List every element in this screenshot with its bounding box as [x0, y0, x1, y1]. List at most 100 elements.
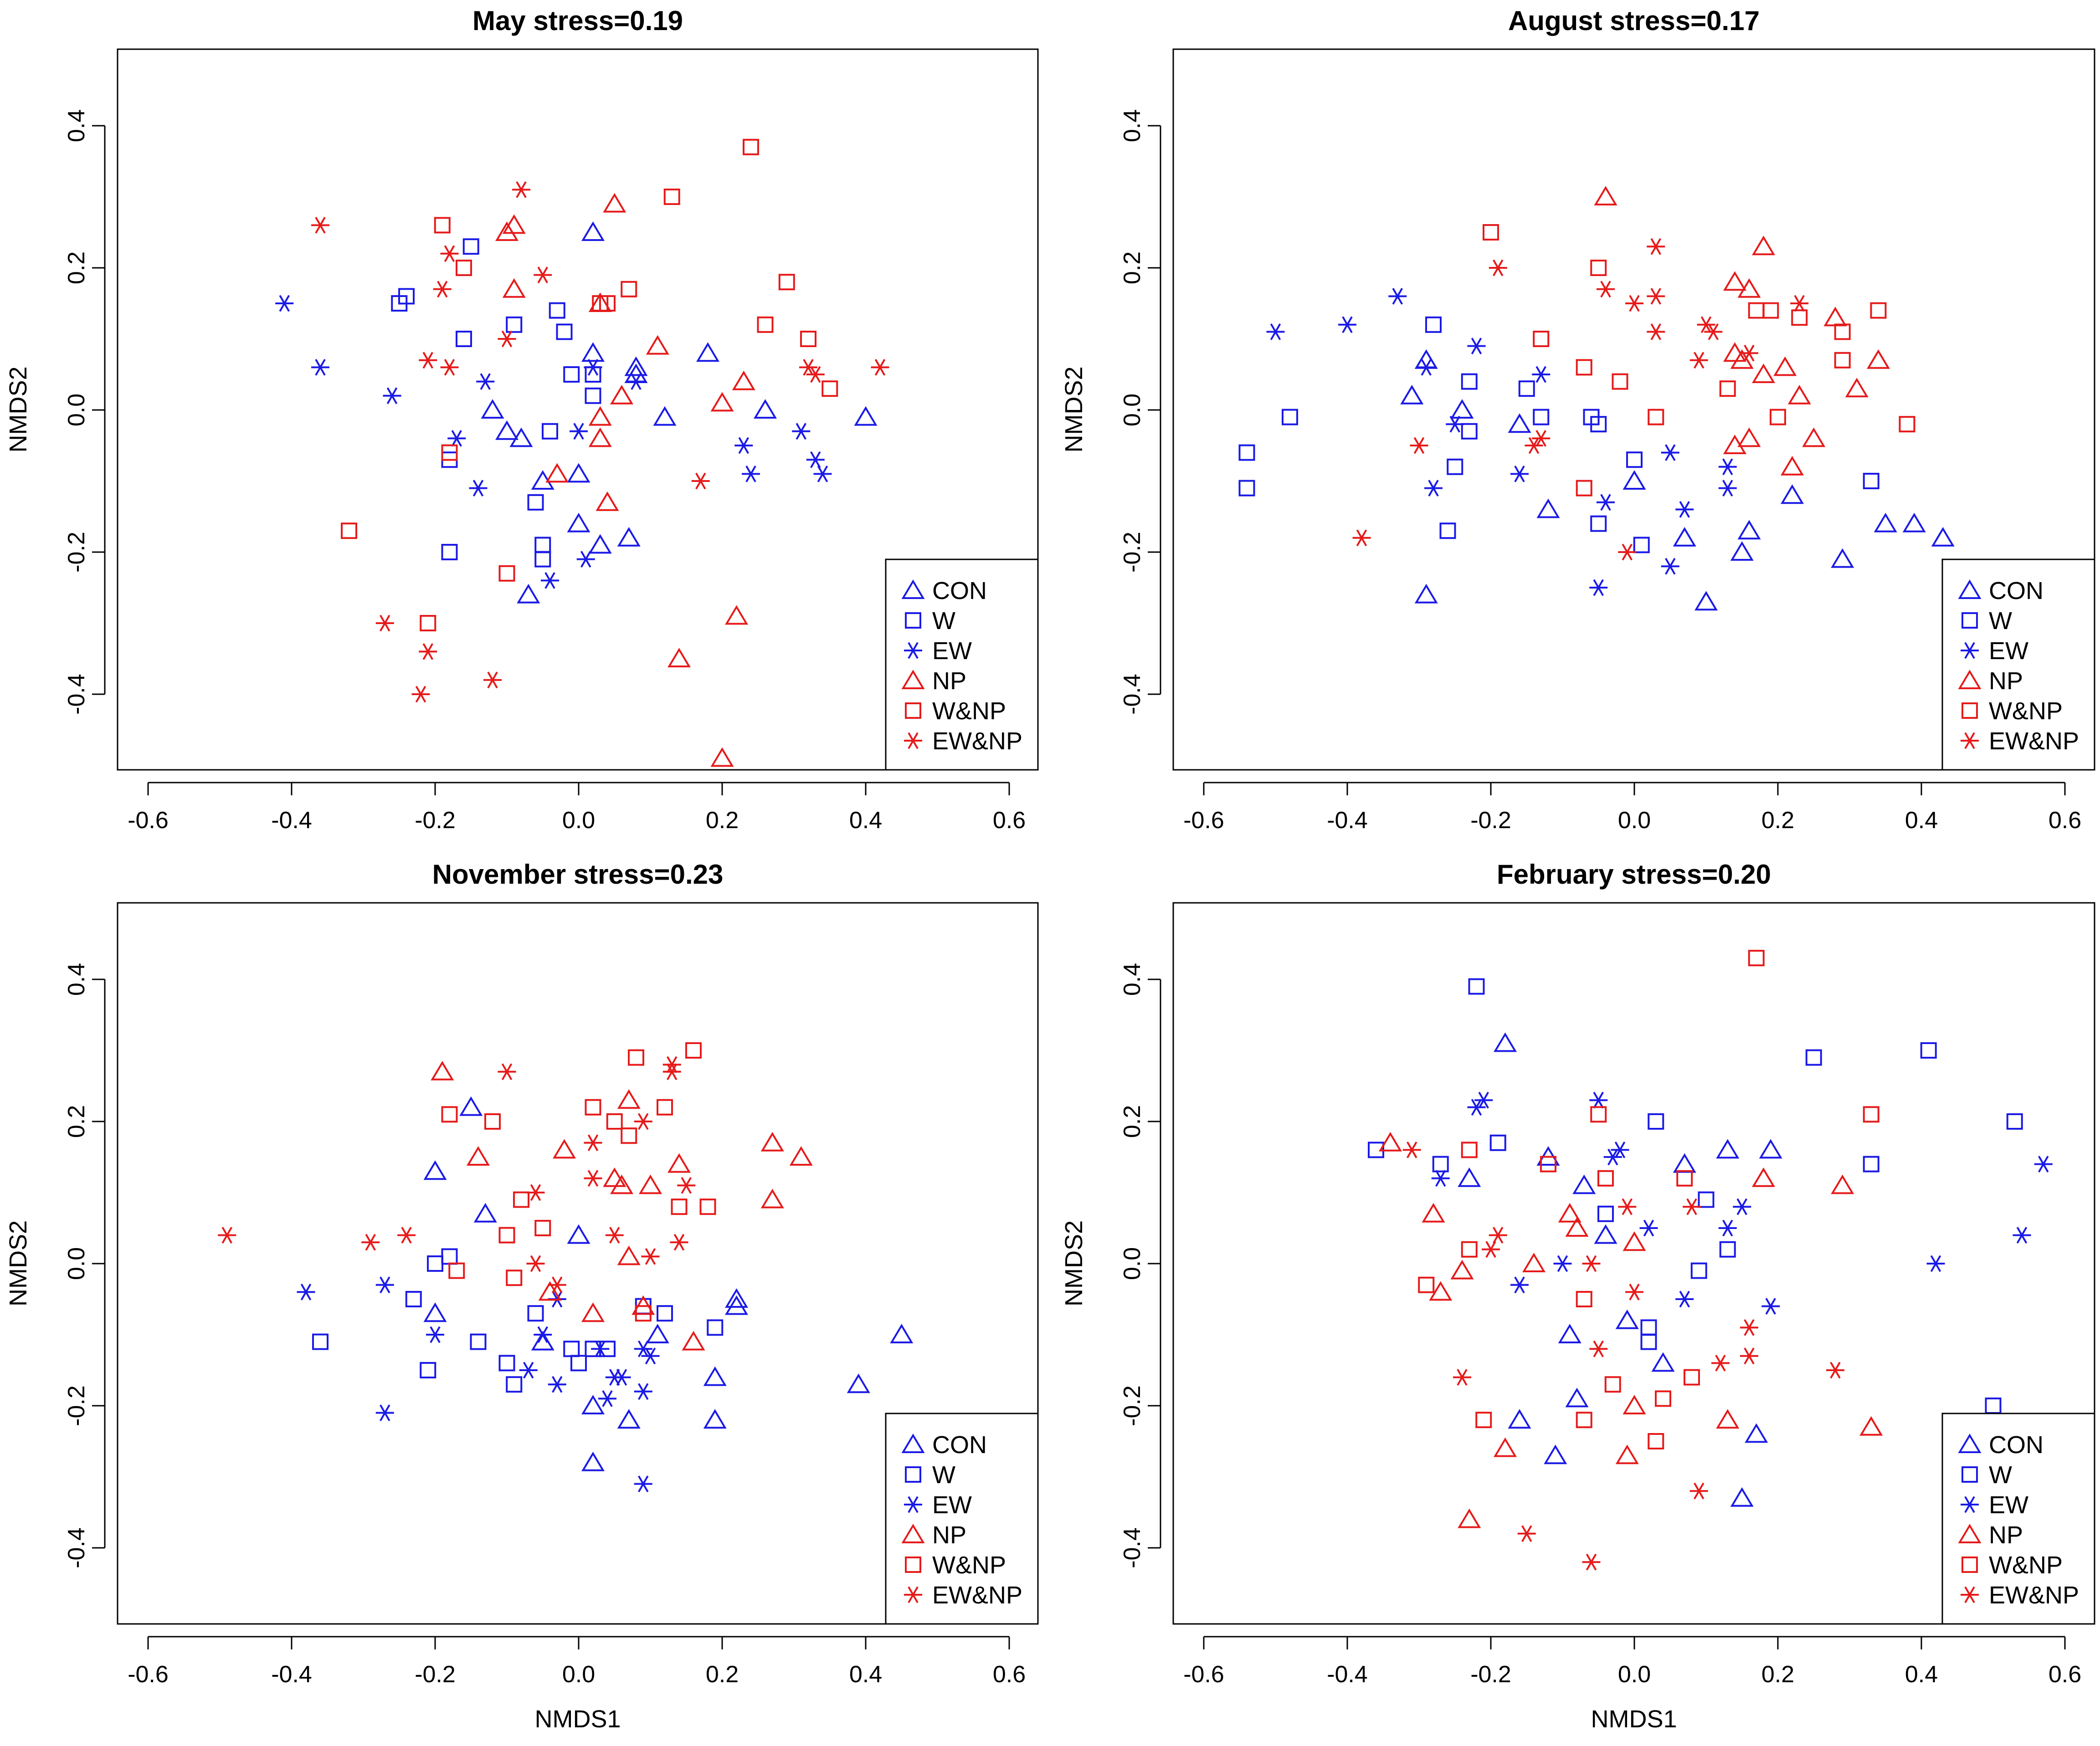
data-point	[1510, 466, 1529, 482]
series-ew-and-np	[311, 181, 889, 703]
data-point	[483, 671, 502, 689]
data-point	[1589, 1340, 1608, 1357]
data-point	[703, 1366, 727, 1386]
data-point	[498, 1063, 516, 1080]
legend-marker	[1961, 1557, 1978, 1573]
legend-entry: EW&NP	[1961, 1582, 2079, 1609]
data-point	[610, 1174, 634, 1194]
data-point	[427, 1255, 443, 1272]
data-point	[1467, 1099, 1486, 1116]
data-point	[1780, 484, 1804, 504]
data-point	[1639, 1219, 1658, 1237]
data-point	[1730, 1487, 1754, 1507]
legend-entry: W&NP	[905, 697, 1006, 725]
panel-2: August stress=0.17 -0.6 -0.4 -0.2 0.0 0.2 0.4 0…	[1060, 5, 2095, 834]
data-point	[646, 335, 669, 355]
data-point	[1920, 1042, 1937, 1059]
legend-marker	[1958, 1524, 1982, 1543]
data-point	[724, 1295, 749, 1315]
data-point	[1704, 323, 1723, 340]
data-point	[1525, 437, 1543, 454]
legend-entry: EW&NP	[904, 1582, 1022, 1609]
data-point	[440, 359, 459, 376]
data-point	[617, 1409, 641, 1429]
data-point	[1594, 1224, 1617, 1244]
data-point	[1675, 501, 1694, 518]
data-point	[624, 356, 648, 376]
x-tick-label: 0.0	[562, 807, 595, 834]
data-point	[531, 1331, 555, 1351]
data-point	[1737, 278, 1761, 298]
data-point	[596, 491, 619, 511]
x-tick-label: -0.6	[128, 807, 169, 834]
data-point	[1622, 470, 1646, 490]
data-point	[1751, 364, 1776, 383]
data-point	[498, 1227, 515, 1244]
data-point	[588, 406, 612, 426]
data-point	[534, 266, 552, 283]
legend-marker	[901, 1524, 925, 1543]
legend-box	[885, 1413, 1039, 1625]
data-point	[1625, 295, 1643, 312]
y-tick-label: 0.2	[1119, 251, 1145, 284]
data-point	[1533, 409, 1550, 425]
data-point	[1565, 1217, 1589, 1237]
data-point	[1874, 512, 1897, 533]
data-point	[682, 1331, 705, 1351]
data-point	[847, 1373, 870, 1393]
data-point	[1719, 1241, 1736, 1258]
y-tick-label: 0.2	[1119, 1105, 1145, 1138]
data-point	[1831, 1174, 1854, 1194]
legend-entry: EW	[1961, 1491, 2028, 1519]
data-point	[375, 1404, 394, 1421]
data-point	[1791, 309, 1808, 326]
data-point	[1740, 344, 1758, 362]
data-point	[1414, 349, 1438, 369]
data-point	[1590, 1106, 1607, 1123]
data-point	[1582, 1255, 1601, 1272]
data-point	[1482, 1241, 1500, 1258]
data-point	[1576, 480, 1592, 497]
series-con	[1458, 1032, 1782, 1507]
x-tick-label: -0.4	[271, 1661, 312, 1688]
legend-box	[885, 558, 1039, 771]
data-point	[1458, 1167, 1481, 1187]
data-point	[441, 444, 458, 461]
y-tick-label: 0.0	[63, 1247, 90, 1280]
data-point	[1762, 302, 1779, 319]
y-tick-label: 0.0	[63, 394, 90, 426]
data-point	[634, 1113, 652, 1130]
data-point	[591, 1340, 610, 1357]
data-point	[1740, 1319, 1758, 1336]
legend-entry: W	[1961, 1461, 2012, 1489]
data-point	[627, 373, 645, 390]
y-axis-label: NMDS2	[5, 366, 32, 452]
panel-1: May stress=0.19 -0.6 -0.4 -0.2 0.0 0.2 0.4 0.6 -…	[5, 5, 1039, 834]
x-tick-label: 0.6	[2049, 1661, 2081, 1688]
data-point	[603, 1167, 626, 1187]
legend-marker	[905, 612, 921, 629]
data-point	[760, 1188, 784, 1208]
series-ew-and-np	[218, 1056, 696, 1294]
data-point	[1926, 1255, 1945, 1272]
series-ew	[1431, 1091, 2053, 1315]
legend-label: EW	[1989, 637, 2028, 665]
data-point	[1402, 1142, 1421, 1158]
data-point	[1458, 1508, 1481, 1528]
data-point	[1863, 1106, 1879, 1123]
data-point	[1533, 331, 1550, 347]
x-tick-label: -0.2	[415, 1661, 456, 1688]
data-point	[1676, 1170, 1693, 1187]
data-point	[1805, 1049, 1822, 1066]
data-point	[1787, 384, 1811, 404]
data-point	[447, 430, 466, 447]
data-point	[1489, 259, 1507, 276]
data-point	[1615, 1309, 1639, 1329]
legend-entry: EW	[1961, 637, 2028, 665]
data-point	[1647, 323, 1665, 340]
data-point	[1603, 1148, 1622, 1166]
data-point	[871, 359, 889, 376]
data-point	[1422, 1203, 1445, 1223]
data-point	[621, 281, 637, 297]
